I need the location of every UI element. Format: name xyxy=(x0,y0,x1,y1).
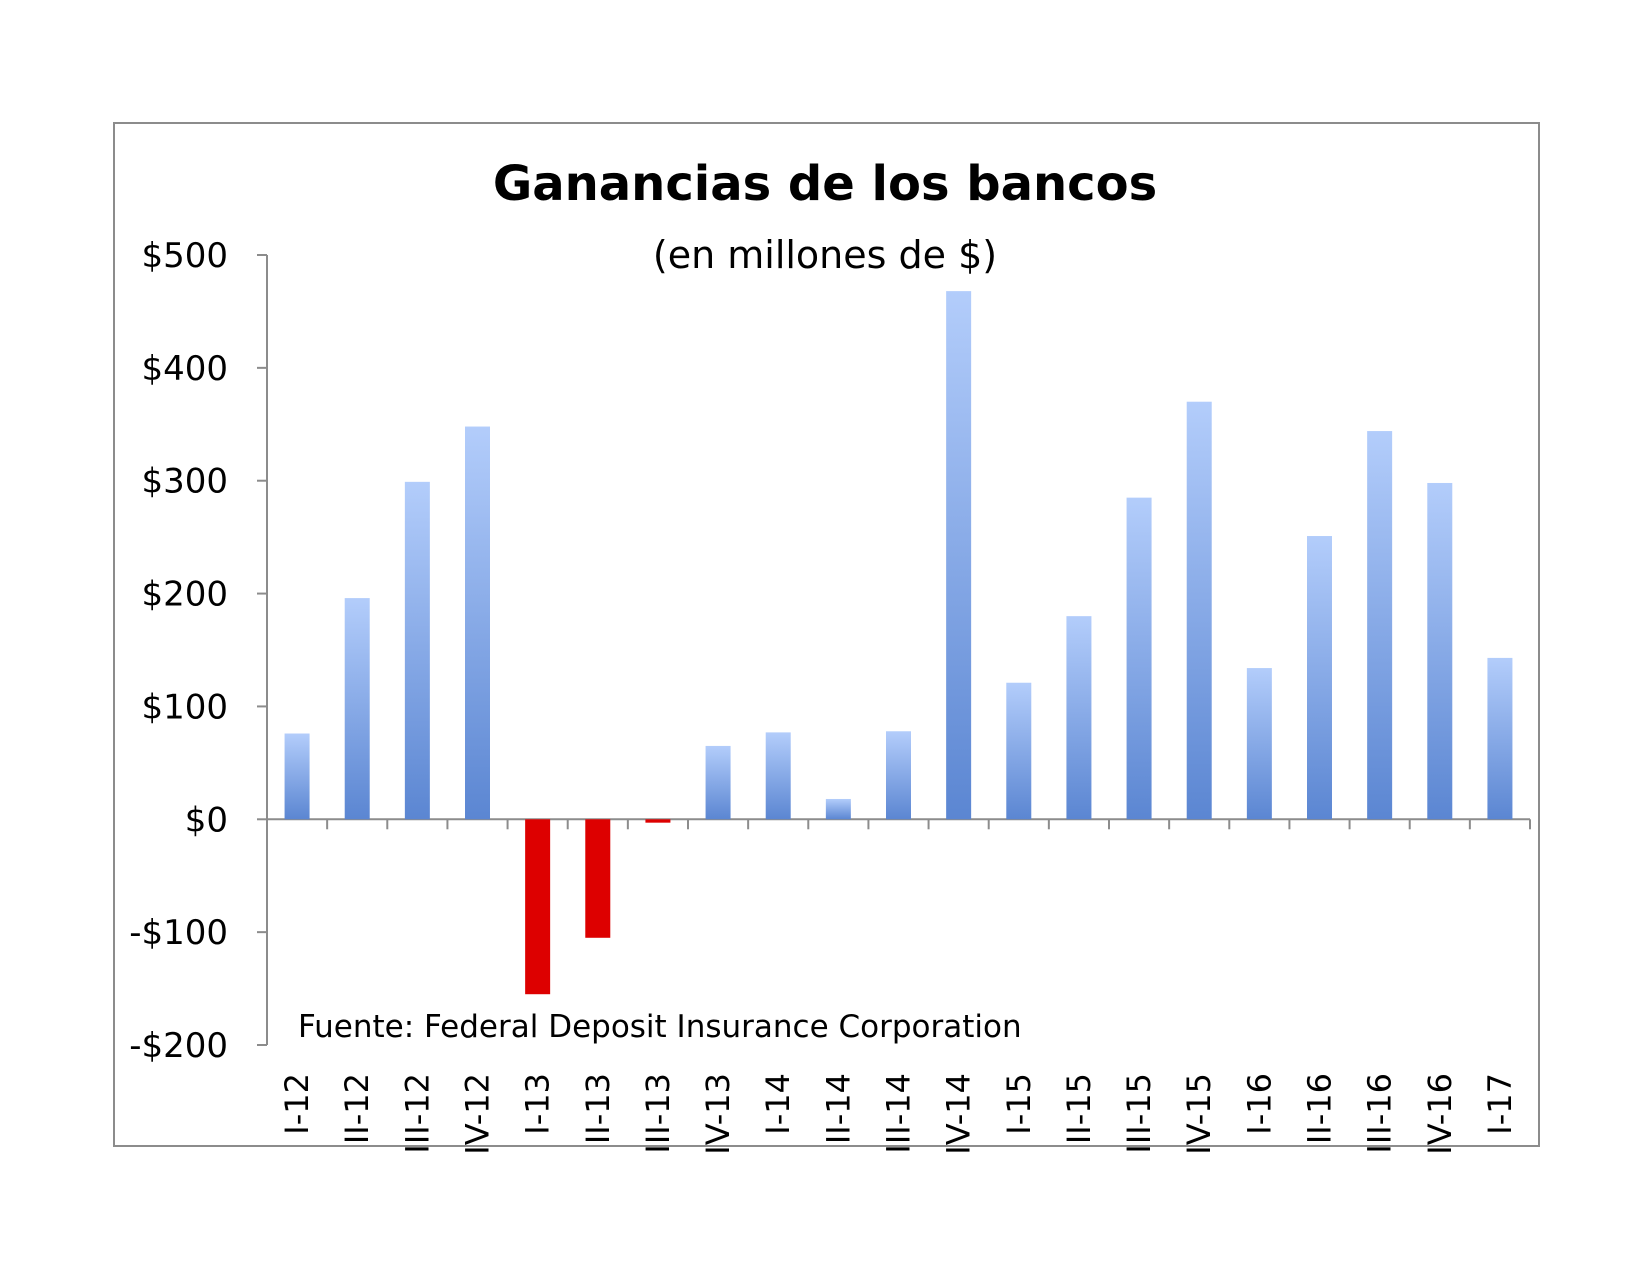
bar-I-13 xyxy=(525,819,551,995)
bars xyxy=(284,291,1513,995)
x-tick-label: I-16 xyxy=(1240,1073,1278,1135)
bar-I-15 xyxy=(1006,682,1032,820)
bar-III-15 xyxy=(1126,497,1152,820)
x-tick-label: IV-15 xyxy=(1180,1073,1218,1155)
chart-subtitle: (en millones de $) xyxy=(653,233,997,277)
bar-II-14 xyxy=(825,798,851,820)
y-tick-label: $400 xyxy=(141,349,228,389)
x-tick-labels: I-12 II-12 III-12 IV-12 I-13 II-13 III-13 IV-13… xyxy=(278,1073,1519,1155)
x-tick-label: III-14 xyxy=(880,1073,918,1154)
y-tick-label: -$100 xyxy=(129,913,228,953)
x-tick-label: I-14 xyxy=(759,1073,797,1135)
bar-IV-12 xyxy=(465,426,490,820)
bar-IV-14 xyxy=(946,291,972,820)
bar-IV-13 xyxy=(705,745,731,820)
y-tick-label: $300 xyxy=(141,462,228,502)
bar-I-12 xyxy=(284,733,310,820)
bar-I-14 xyxy=(765,732,791,820)
x-tick-label: III-16 xyxy=(1361,1073,1399,1154)
x-tick-label: II-15 xyxy=(1060,1073,1098,1144)
bar-I-16 xyxy=(1246,668,1272,820)
y-tick-labels: $500 $400 $300 $200 $100 $0 -$100 -$200 xyxy=(129,236,228,1066)
chart-title: Ganancias de los bancos xyxy=(493,156,1157,212)
bar-II-15 xyxy=(1066,616,1092,820)
x-tick-label: III-13 xyxy=(639,1073,677,1154)
bar-III-12 xyxy=(404,481,430,820)
bar-II-13 xyxy=(585,819,611,938)
x-tick-label: II-12 xyxy=(338,1073,376,1144)
x-tick-label: I-13 xyxy=(519,1073,557,1135)
x-tick-label: IV-14 xyxy=(940,1073,978,1155)
y-tick-label: -$200 xyxy=(129,1026,228,1066)
x-tick-label: IV-13 xyxy=(699,1073,737,1155)
x-tick-label: I-12 xyxy=(278,1073,316,1135)
bar-III-16 xyxy=(1367,431,1393,820)
bar-IV-16 xyxy=(1427,482,1453,820)
x-tick-label: III-12 xyxy=(398,1073,436,1154)
x-tick-label: II-14 xyxy=(819,1073,857,1144)
bar-III-14 xyxy=(886,731,911,820)
x-tick-label: IV-12 xyxy=(459,1073,497,1155)
x-tick-label: II-16 xyxy=(1301,1073,1339,1144)
y-tick-label: $200 xyxy=(141,575,228,615)
bar-IV-15 xyxy=(1186,401,1212,820)
source-annotation: Fuente: Federal Deposit Insurance Corpor… xyxy=(298,1009,1022,1045)
y-tick-label: $0 xyxy=(185,800,228,840)
bar-III-13 xyxy=(645,819,671,823)
y-tick-label: $100 xyxy=(141,687,228,727)
x-tick-label: IV-16 xyxy=(1421,1073,1459,1155)
bar-II-12 xyxy=(344,598,370,820)
x-tick-label: III-15 xyxy=(1120,1073,1158,1154)
x-tick-label: II-13 xyxy=(579,1073,617,1144)
bar-I-17 xyxy=(1487,657,1513,820)
axes xyxy=(257,254,1531,1046)
bar-II-16 xyxy=(1307,536,1332,820)
x-tick-label: I-17 xyxy=(1481,1073,1519,1135)
x-tick-label: I-15 xyxy=(1000,1073,1038,1135)
y-tick-label: $500 xyxy=(141,236,228,276)
